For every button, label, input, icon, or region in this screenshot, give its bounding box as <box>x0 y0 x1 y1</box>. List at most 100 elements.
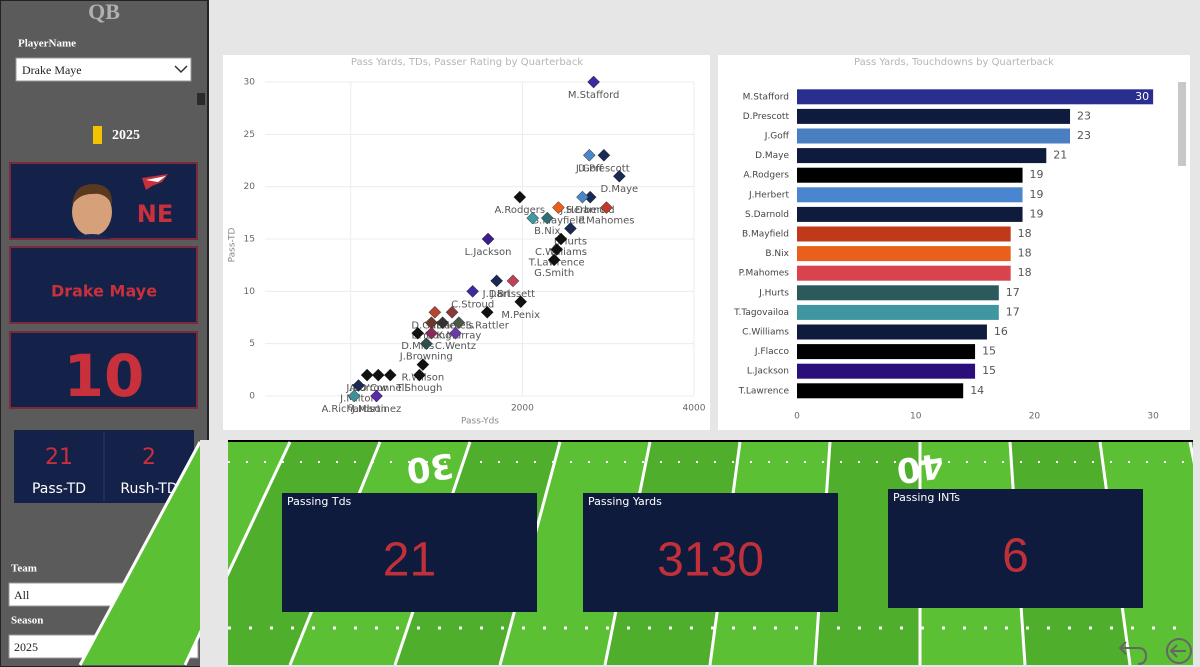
kpi-label: Passing Yards <box>588 495 662 508</box>
value-label: 21 <box>1053 149 1067 162</box>
scatter-point <box>466 284 479 298</box>
y-tick-label: J.Hurts <box>758 288 789 298</box>
scatter-point <box>554 232 568 246</box>
sidebar-title: QB <box>88 0 120 24</box>
point-label: J.Browning <box>399 352 453 363</box>
value-label: 19 <box>1030 207 1044 220</box>
scatter-point <box>564 222 577 235</box>
bar <box>797 128 1071 144</box>
point-label: P.Mahomes <box>578 216 634 227</box>
player-headshot <box>72 184 113 239</box>
scatter-point <box>383 368 397 382</box>
x-tick-label: 0 <box>794 412 800 422</box>
bar <box>797 187 1023 203</box>
scatter-point <box>436 316 449 330</box>
point-label: B.Nix <box>534 226 560 237</box>
y-tick-label: L.Jackson <box>747 367 789 377</box>
x-tick-label: 20 <box>1029 412 1041 422</box>
face <box>72 188 112 236</box>
point-label: K.Murray <box>437 331 482 342</box>
kpi-value: 21 <box>383 534 436 587</box>
scatter-panel <box>223 55 710 430</box>
y-tick-label: 30 <box>244 78 256 88</box>
scatter-point <box>419 337 433 351</box>
name-card <box>9 246 198 324</box>
point-label: D.Prescott <box>578 163 630 174</box>
dropdown-box[interactable] <box>15 57 192 82</box>
scrollbar <box>1178 82 1186 166</box>
point-label: J.Burrow <box>345 383 387 394</box>
previous-arrow[interactable] <box>1169 644 1186 658</box>
y-tick-label: J.Herbert <box>748 190 789 200</box>
scatter-point <box>587 75 600 89</box>
point-label: J.Goff <box>575 163 604 174</box>
point-label: J.Herbert <box>559 205 605 216</box>
value-label: 18 <box>1018 247 1032 260</box>
stat-value: 21 <box>45 445 73 470</box>
point-label: G.Smith <box>534 268 574 279</box>
nav-buttons[interactable] <box>1118 638 1192 665</box>
season-badge-icon <box>93 126 102 144</box>
chevron[interactable] <box>174 65 188 74</box>
y-tick-label: T.Tagovailoa <box>733 308 789 318</box>
bar <box>797 226 1011 242</box>
scatter-point <box>452 316 466 330</box>
scatter-point <box>425 326 438 340</box>
scatter-point <box>413 368 426 382</box>
y-tick-label: J.Goff <box>764 132 790 142</box>
point-label: D.Mills <box>401 341 434 352</box>
stat-label: Rush-TD <box>120 481 177 497</box>
season-badge: 2025 <box>112 128 140 143</box>
scatter-point <box>428 305 442 319</box>
x-tick-label: 2000 <box>511 404 534 414</box>
point-label: C.Williams <box>535 247 587 258</box>
scatter-point <box>576 190 589 204</box>
value-label: 19 <box>1030 188 1044 201</box>
scatter-point <box>514 295 528 309</box>
scatter-point <box>597 148 611 162</box>
x-tick-label: 30 <box>1147 412 1159 422</box>
kpi-card <box>888 489 1143 608</box>
point-label: C.Stroud <box>451 299 494 310</box>
point-label: J.Brissett <box>490 289 535 300</box>
scatter-point <box>550 243 564 256</box>
point-label: L.Jackson <box>465 247 512 258</box>
dropdown-value[interactable]: Drake Maye <box>22 63 82 77</box>
y-tick-label: 5 <box>249 339 255 349</box>
point-label: S.Darnold <box>566 205 615 216</box>
team-logo <box>142 174 168 190</box>
y-tick-label: 0 <box>249 392 255 402</box>
kpi-cards: Passing Tds 21 Passing Yards 3130 Passing IN… <box>282 489 1143 612</box>
scatter-point <box>449 326 462 340</box>
bar <box>797 246 1011 262</box>
back-button[interactable] <box>1118 641 1148 665</box>
value-label: 23 <box>1077 109 1091 122</box>
y-tick-label: M.Stafford <box>743 92 789 102</box>
y-tick-label: D.Maye <box>755 151 789 161</box>
scatter-point <box>371 368 385 382</box>
y-tick-label: B.Nix <box>765 249 789 259</box>
y-tick-label: 20 <box>244 182 256 192</box>
point-label: J.Dart <box>482 289 511 300</box>
player-dropdown[interactable]: Drake Maye <box>15 57 192 82</box>
point-label: B.Mayfield <box>532 216 584 227</box>
filter-label: PlayerName <box>18 38 76 50</box>
scatter-point <box>540 211 554 225</box>
kpi-label: Passing INTs <box>893 491 960 504</box>
scatter-point <box>513 190 527 204</box>
bar <box>797 304 999 320</box>
previous-button[interactable] <box>1166 638 1192 664</box>
yard-line <box>78 441 202 666</box>
stat-value: 2 <box>142 445 156 470</box>
kpi-card <box>583 493 838 612</box>
point-label: A.Rodgers <box>495 205 546 216</box>
dropdown-value[interactable]: All <box>14 588 30 602</box>
x-tick-label: 4000 <box>683 404 706 414</box>
point-label: M.Penix <box>501 310 540 321</box>
y-tick-label: C.Williams <box>742 328 789 338</box>
bar <box>797 167 1023 183</box>
scatter-point <box>411 326 425 340</box>
scatter-point <box>490 274 504 288</box>
dropdown-value[interactable]: 2025 <box>14 640 38 654</box>
scatter-point <box>360 368 374 382</box>
